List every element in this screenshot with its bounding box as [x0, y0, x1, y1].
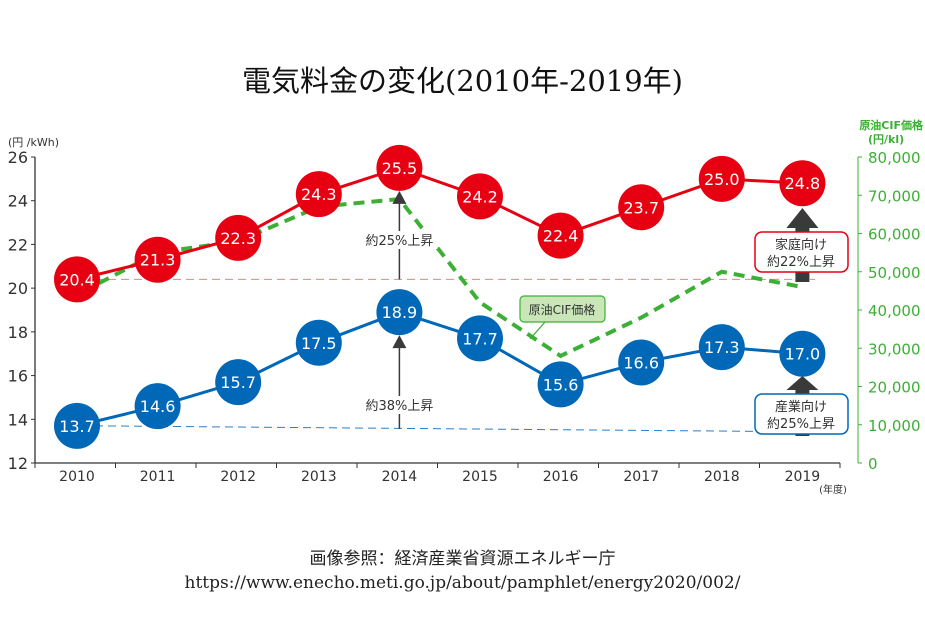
household-point: [618, 184, 665, 231]
industry-point: [698, 324, 745, 371]
x-tick-label: 2014: [382, 469, 418, 485]
industry-data-label: 17.0: [785, 345, 821, 364]
industry-data-label: 13.7: [59, 417, 95, 436]
household-point: [295, 171, 342, 218]
household-point: [54, 256, 100, 303]
industry-point: [457, 315, 503, 362]
x-tick-label: 2016: [543, 469, 579, 485]
y-right-tick-label: 50,000: [868, 264, 921, 282]
industry-2019-box: [754, 393, 849, 435]
household-data-label: 23.7: [623, 198, 659, 217]
y-right-tick-label: 60,000: [868, 226, 921, 244]
household-2019-arrowhead: [786, 208, 819, 228]
industry-rise-label: 約38%上昇: [365, 399, 433, 414]
household-point: [376, 144, 423, 191]
crude-label-box: [519, 295, 606, 323]
household-data-label: 24.8: [785, 174, 821, 193]
industry-point: [215, 359, 262, 406]
household-rise-label: 約25%上昇: [365, 234, 433, 249]
x-tick-label: 2013: [301, 469, 337, 485]
label-bg: [361, 231, 438, 249]
y-right-tick-label: 20,000: [868, 379, 921, 397]
industry-point: [134, 383, 181, 430]
y-right-axis-label: 原油CIF価格: [859, 118, 924, 132]
household-point: [134, 236, 181, 283]
industry-2019-arrowhead: [786, 376, 819, 390]
industry-point: [295, 319, 342, 366]
household-data-label: 24.2: [462, 187, 498, 206]
industry-line: [76, 310, 803, 428]
crude-label-leader: [529, 321, 546, 340]
industry-data-label: 14.6: [140, 397, 176, 416]
page-title: 電気料金の変化(2010年-2019年): [241, 64, 684, 98]
industry-point: [376, 289, 423, 336]
industry-point: [54, 402, 100, 449]
industry-rise-arrowhead: [392, 335, 407, 349]
household-point: [779, 160, 826, 207]
household-data-label: 20.4: [59, 270, 95, 289]
y-tick-label: 22: [8, 235, 28, 254]
industry-2019-label: 産業向け: [775, 399, 827, 415]
y-right-tick-label: 40,000: [868, 302, 921, 320]
y-right-tick-label: 80,000: [868, 149, 921, 167]
household-data-label: 25.0: [704, 170, 740, 189]
x-tick-label: 2019: [785, 469, 821, 485]
household-data-label: 25.5: [382, 159, 418, 178]
household-data-label: 24.3: [301, 185, 337, 204]
household-data-label: 22.4: [543, 227, 579, 246]
household-rise-arrowhead: [392, 190, 407, 204]
source-text: 画像参照：経済産業省資源エネルギー庁: [309, 549, 616, 569]
household-point: [215, 214, 262, 261]
y-right-axis-unit: (円/kl): [868, 133, 904, 146]
x-tick-label: 2011: [140, 469, 176, 485]
household-point: [457, 173, 503, 220]
household-point: [698, 155, 745, 202]
industry-baseline: [94, 425, 816, 433]
industry-data-label: 18.9: [382, 303, 418, 322]
industry-point: [537, 361, 584, 408]
x-tick-label: 2015: [462, 469, 498, 485]
y-tick-label: 24: [8, 192, 28, 211]
industry-point: [779, 330, 826, 377]
household-data-label: 22.3: [220, 229, 256, 248]
y-tick-label: 20: [8, 279, 28, 298]
household-data-label: 21.3: [140, 251, 176, 270]
y-tick-label: 26: [8, 148, 28, 167]
household-2019-rise: 約22%上昇: [767, 255, 835, 270]
label-bg: [361, 396, 438, 414]
x-axis-label: (年度): [819, 483, 847, 496]
y-axis-label: (円 /kWh): [8, 136, 59, 149]
y-right-tick-label: 30,000: [868, 340, 921, 358]
x-tick-label: 2017: [623, 469, 659, 485]
household-point: [537, 212, 584, 259]
y-right-tick-label: 10,000: [868, 417, 921, 435]
industry-data-label: 16.6: [623, 353, 659, 372]
x-tick-label: 2012: [220, 469, 256, 485]
y-right-tick-label: 70,000: [868, 187, 921, 205]
x-tick-label: 2010: [59, 469, 95, 485]
y-tick-label: 14: [8, 410, 28, 429]
industry-point: [618, 339, 665, 386]
household-2019-box: [754, 231, 849, 273]
y-tick-label: 12: [8, 454, 28, 473]
crude-label: 原油CIF価格: [529, 302, 596, 317]
crude-oil-line: [98, 196, 803, 359]
industry-data-label: 17.7: [462, 329, 498, 348]
x-tick-label: 2018: [704, 469, 740, 485]
industry-data-label: 17.5: [301, 334, 337, 353]
household-2019-label: 家庭向け: [775, 237, 827, 253]
industry-data-label: 15.6: [543, 375, 579, 394]
industry-2019-rise: 約25%上昇: [767, 417, 835, 432]
y-tick-label: 16: [8, 367, 28, 386]
y-tick-label: 18: [8, 323, 28, 342]
source-url[interactable]: https://www.enecho.meti.go.jp/about/pamp…: [184, 573, 741, 593]
industry-data-label: 17.3: [704, 338, 740, 357]
chart: 12 14 16 18 20 22 24 26(円 /kWh) 2010 2011 2012 2013…: [8, 118, 924, 496]
household-line: [76, 166, 803, 281]
y-right-tick-label: 0: [868, 455, 878, 473]
industry-data-label: 15.7: [220, 373, 256, 392]
